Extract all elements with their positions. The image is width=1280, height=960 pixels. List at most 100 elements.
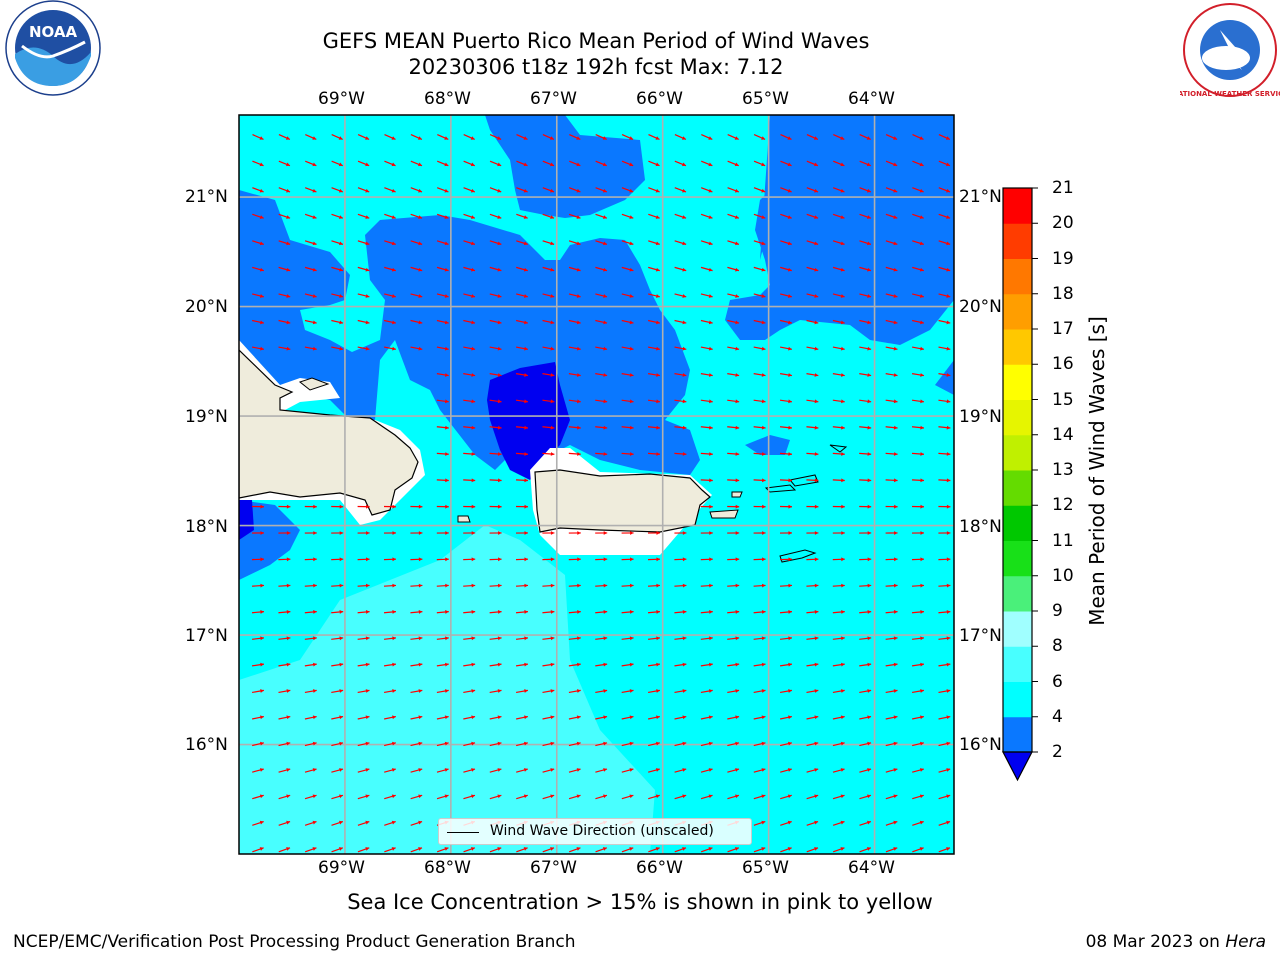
wind-wave-arrow [780, 319, 792, 325]
wind-wave-arrow [911, 689, 925, 694]
wind-wave-arrow [938, 847, 951, 853]
wind-wave-arrow [278, 794, 291, 800]
wind-wave-arrow [648, 134, 660, 140]
wind-wave-arrow [304, 319, 317, 325]
wind-wave-arrow [779, 478, 793, 483]
wind-wave-arrow [674, 399, 687, 404]
wind-wave-arrow [331, 583, 344, 588]
lon-label-bottom-68w: 68°W [424, 858, 471, 878]
lon-label-bottom-65w: 65°W [742, 858, 789, 878]
wind-wave-arrow [410, 715, 423, 720]
wind-wave-arrow [542, 794, 555, 800]
wind-wave-arrow [727, 452, 740, 456]
wind-wave-arrow [410, 610, 423, 614]
wind-wave-arrow [832, 662, 845, 667]
wind-wave-arrow [568, 452, 581, 456]
wind-wave-arrow [304, 768, 317, 773]
wind-wave-arrow [753, 293, 766, 298]
colorbar-tick-label: 6 [1052, 671, 1063, 692]
wind-wave-arrow [595, 847, 608, 853]
wind-wave-arrow [331, 319, 344, 325]
wind-wave-arrow [806, 293, 819, 298]
wind-wave-arrow [463, 266, 476, 272]
wind-wave-arrow [515, 346, 529, 351]
wind-wave-arrow [700, 583, 713, 588]
wind-wave-arrow [701, 134, 713, 140]
colorbar-tick-label: 9 [1052, 601, 1063, 621]
wind-wave-arrow [832, 293, 845, 298]
wind-wave-arrow [700, 504, 713, 509]
wind-wave-arrow [938, 160, 951, 167]
wind-wave-arrow [436, 610, 449, 614]
wind-wave-arrow [489, 741, 502, 747]
wind-wave-arrow [700, 689, 713, 694]
wind-wave-arrow [569, 160, 581, 167]
wind-wave-arrow [304, 504, 317, 509]
wind-wave-arrow [674, 160, 687, 167]
wind-wave-arrow [410, 636, 423, 641]
wind-wave-arrow [595, 531, 608, 535]
wind-wave-arrow [859, 557, 872, 562]
wind-wave-arrow [489, 504, 502, 509]
wind-wave-arrow [595, 794, 608, 800]
wind-wave-arrow [621, 134, 634, 140]
wind-wave-arrow [595, 557, 608, 562]
wind-wave-arrow [911, 425, 925, 430]
wind-wave-arrow [252, 293, 264, 298]
wind-wave-arrow [595, 293, 608, 298]
wind-wave-arrow [806, 478, 819, 483]
wind-wave-arrow [621, 768, 634, 773]
wind-wave-arrow [753, 689, 766, 694]
wind-wave-arrow [410, 134, 423, 140]
wind-wave-arrow [833, 160, 845, 167]
chart-title-line1: GEFS MEAN Puerto Rico Mean Period of Win… [322, 29, 870, 53]
wind-wave-arrow [621, 610, 634, 614]
wind-wave-arrow [806, 531, 819, 535]
wind-wave-arrow [859, 399, 872, 404]
wind-wave-arrow [331, 266, 344, 272]
wind-wave-arrow [542, 557, 555, 562]
wind-wave-arrow [832, 820, 845, 826]
wind-wave-arrow [621, 346, 634, 351]
wind-wave-arrow [252, 240, 264, 246]
wind-wave-arrow [832, 847, 845, 853]
wind-wave-arrow [252, 134, 264, 140]
wind-wave-arrow [251, 689, 265, 694]
lon-label-top-65w: 65°W [742, 89, 789, 109]
wind-wave-arrow [727, 478, 740, 483]
wind-wave-arrow [542, 636, 555, 641]
wind-wave-arrow [489, 346, 502, 351]
wind-wave-arrow [357, 293, 370, 298]
wind-wave-arrow [674, 768, 687, 773]
wind-wave-arrow [357, 768, 370, 773]
wind-wave-arrow [410, 689, 423, 694]
wind-wave-arrow [779, 662, 793, 667]
colorbar-segment [1003, 505, 1032, 541]
wind-wave-arrow [859, 583, 872, 588]
wind-wave-arrow [331, 610, 344, 614]
wind-wave-arrow [489, 794, 502, 800]
chart-title-line2: 20230306 t18z 192h fcst Max: 7.12 [408, 55, 784, 79]
wind-wave-arrow [595, 452, 608, 456]
wind-wave-arrow [727, 373, 740, 377]
wind-wave-arrow [595, 425, 608, 430]
wind-wave-arrow [700, 478, 713, 483]
wind-wave-arrow [436, 662, 449, 667]
wind-wave-arrow [674, 583, 687, 588]
lat-label-left-20n: 20°N [185, 297, 228, 317]
wind-wave-arrow [727, 583, 740, 588]
wind-wave-arrow [859, 452, 872, 456]
wind-wave-arrow [885, 213, 898, 219]
wind-wave-arrow [753, 213, 766, 219]
wind-wave-arrow [463, 373, 476, 377]
wind-wave-arrow [278, 187, 291, 193]
wind-wave-arrow [832, 794, 845, 800]
wind-wave-arrow [832, 346, 845, 351]
wind-wave-arrow [251, 531, 265, 535]
wind-wave-arrow [252, 319, 264, 325]
wind-wave-arrow [938, 266, 951, 272]
wind-wave-arrow [568, 293, 581, 298]
wind-wave-arrow [753, 741, 766, 747]
wind-wave-arrow [911, 504, 925, 509]
wind-wave-arrow [938, 662, 951, 667]
